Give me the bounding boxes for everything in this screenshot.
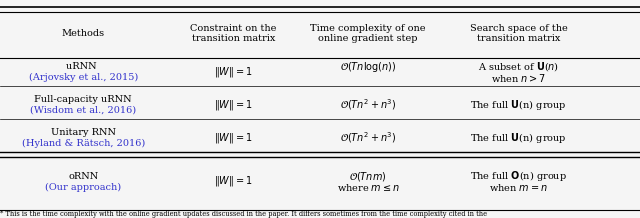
Text: (Wisdom et al., 2016): (Wisdom et al., 2016) bbox=[30, 105, 136, 114]
Text: (Our approach): (Our approach) bbox=[45, 182, 121, 192]
Text: Search space of the
transition matrix: Search space of the transition matrix bbox=[470, 24, 567, 43]
Text: $\|W\| = 1$: $\|W\| = 1$ bbox=[214, 131, 253, 145]
Text: uRNN: uRNN bbox=[67, 62, 100, 72]
Text: Constraint on the
transition matrix: Constraint on the transition matrix bbox=[191, 24, 276, 43]
Text: Unitary RNN: Unitary RNN bbox=[51, 128, 116, 137]
Text: $\mathcal{O}(Tnm)$: $\mathcal{O}(Tnm)$ bbox=[349, 170, 387, 183]
Text: $\|W\| = 1$: $\|W\| = 1$ bbox=[214, 98, 253, 112]
Text: $\mathcal{O}(Tn^2 + n^3)$: $\mathcal{O}(Tn^2 + n^3)$ bbox=[340, 130, 396, 145]
Text: * This is the time complexity with the online gradient updates discussed in the : * This is the time complexity with the o… bbox=[0, 210, 487, 218]
Text: (Arjovsky et al., 2015): (Arjovsky et al., 2015) bbox=[29, 73, 138, 82]
Text: when $m = n$: when $m = n$ bbox=[489, 182, 548, 192]
Text: (Hyland & Rätsch, 2016): (Hyland & Rätsch, 2016) bbox=[22, 139, 145, 148]
Text: Time complexity of one
online gradient step: Time complexity of one online gradient s… bbox=[310, 24, 426, 43]
Text: A subset of $\mathbf{U}$($n$): A subset of $\mathbf{U}$($n$) bbox=[478, 60, 559, 73]
Text: Methods: Methods bbox=[61, 29, 105, 38]
Text: $\|W\| = 1$: $\|W\| = 1$ bbox=[214, 65, 253, 79]
Text: The full $\mathbf{U}$(n) group: The full $\mathbf{U}$(n) group bbox=[470, 131, 566, 145]
Text: when $n > 7$: when $n > 7$ bbox=[491, 72, 546, 84]
Text: oRNN: oRNN bbox=[68, 172, 99, 181]
Text: The full $\mathbf{U}$(n) group: The full $\mathbf{U}$(n) group bbox=[470, 98, 566, 112]
Text: $\mathcal{O}(Tn\log(n))$: $\mathcal{O}(Tn\log(n))$ bbox=[340, 60, 396, 74]
Text: $\|W\| = 1$: $\|W\| = 1$ bbox=[214, 174, 253, 188]
Text: $\mathcal{O}(Tn^2 + n^3)$: $\mathcal{O}(Tn^2 + n^3)$ bbox=[340, 97, 396, 112]
Text: The full $\mathbf{O}$(n) group: The full $\mathbf{O}$(n) group bbox=[470, 169, 567, 183]
Text: where $m \leq n$: where $m \leq n$ bbox=[337, 182, 399, 192]
Text: Full-capacity uRNN: Full-capacity uRNN bbox=[35, 95, 132, 104]
